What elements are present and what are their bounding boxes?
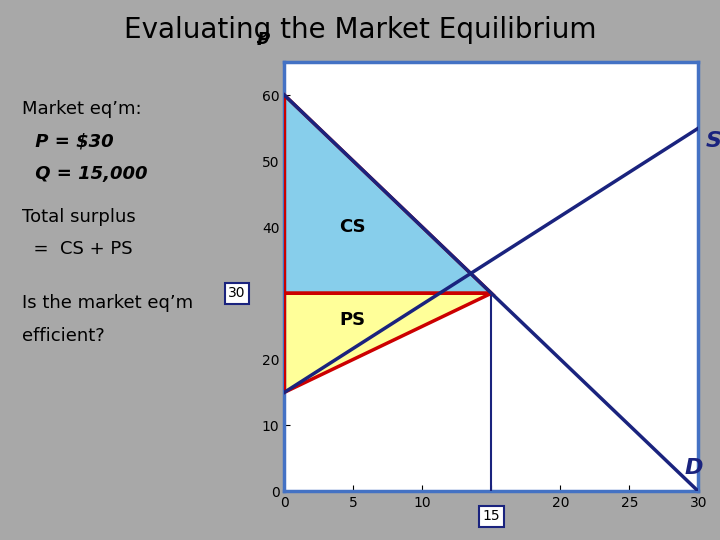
Text: Market eq’m:: Market eq’m: <box>22 100 141 118</box>
Text: Evaluating the Market Equilibrium: Evaluating the Market Equilibrium <box>124 16 596 44</box>
Text: D: D <box>685 458 703 478</box>
Text: P: P <box>257 31 270 49</box>
Text: S: S <box>706 131 720 151</box>
Polygon shape <box>284 95 491 293</box>
Text: Is the market eq’m: Is the market eq’m <box>22 294 193 312</box>
Polygon shape <box>284 293 491 393</box>
Text: 30: 30 <box>228 286 246 300</box>
Text: PS: PS <box>340 310 366 329</box>
Text: efficient?: efficient? <box>22 327 104 345</box>
Text: 15: 15 <box>482 509 500 523</box>
Text: Total surplus: Total surplus <box>22 208 135 226</box>
Text: Q = 15,000: Q = 15,000 <box>29 165 148 183</box>
Text: =  CS + PS: = CS + PS <box>22 240 132 258</box>
Text: CS: CS <box>340 218 366 236</box>
Text: P = $30: P = $30 <box>29 132 114 150</box>
